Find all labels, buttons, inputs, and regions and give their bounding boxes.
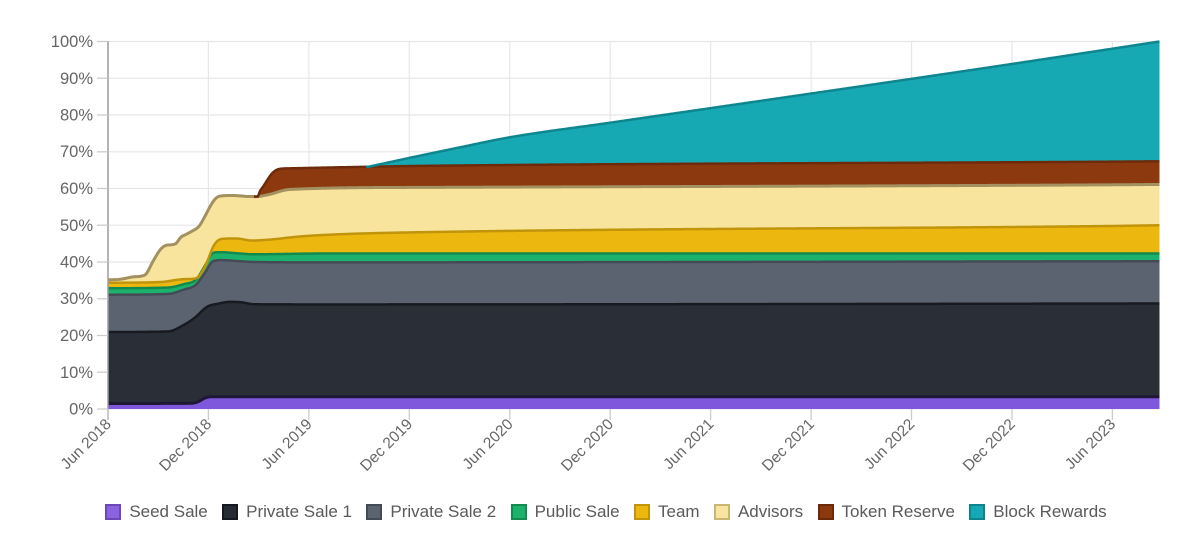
svg-text:40%: 40% — [60, 254, 93, 272]
svg-text:70%: 70% — [60, 143, 93, 161]
svg-text:50%: 50% — [60, 217, 93, 235]
svg-text:80%: 80% — [60, 107, 93, 125]
svg-text:10%: 10% — [60, 364, 93, 382]
svg-text:60%: 60% — [60, 180, 93, 198]
svg-text:0%: 0% — [69, 401, 93, 419]
svg-text:90%: 90% — [60, 70, 93, 88]
svg-text:100%: 100% — [51, 33, 94, 51]
svg-text:20%: 20% — [60, 327, 93, 345]
svg-text:30%: 30% — [60, 290, 93, 308]
